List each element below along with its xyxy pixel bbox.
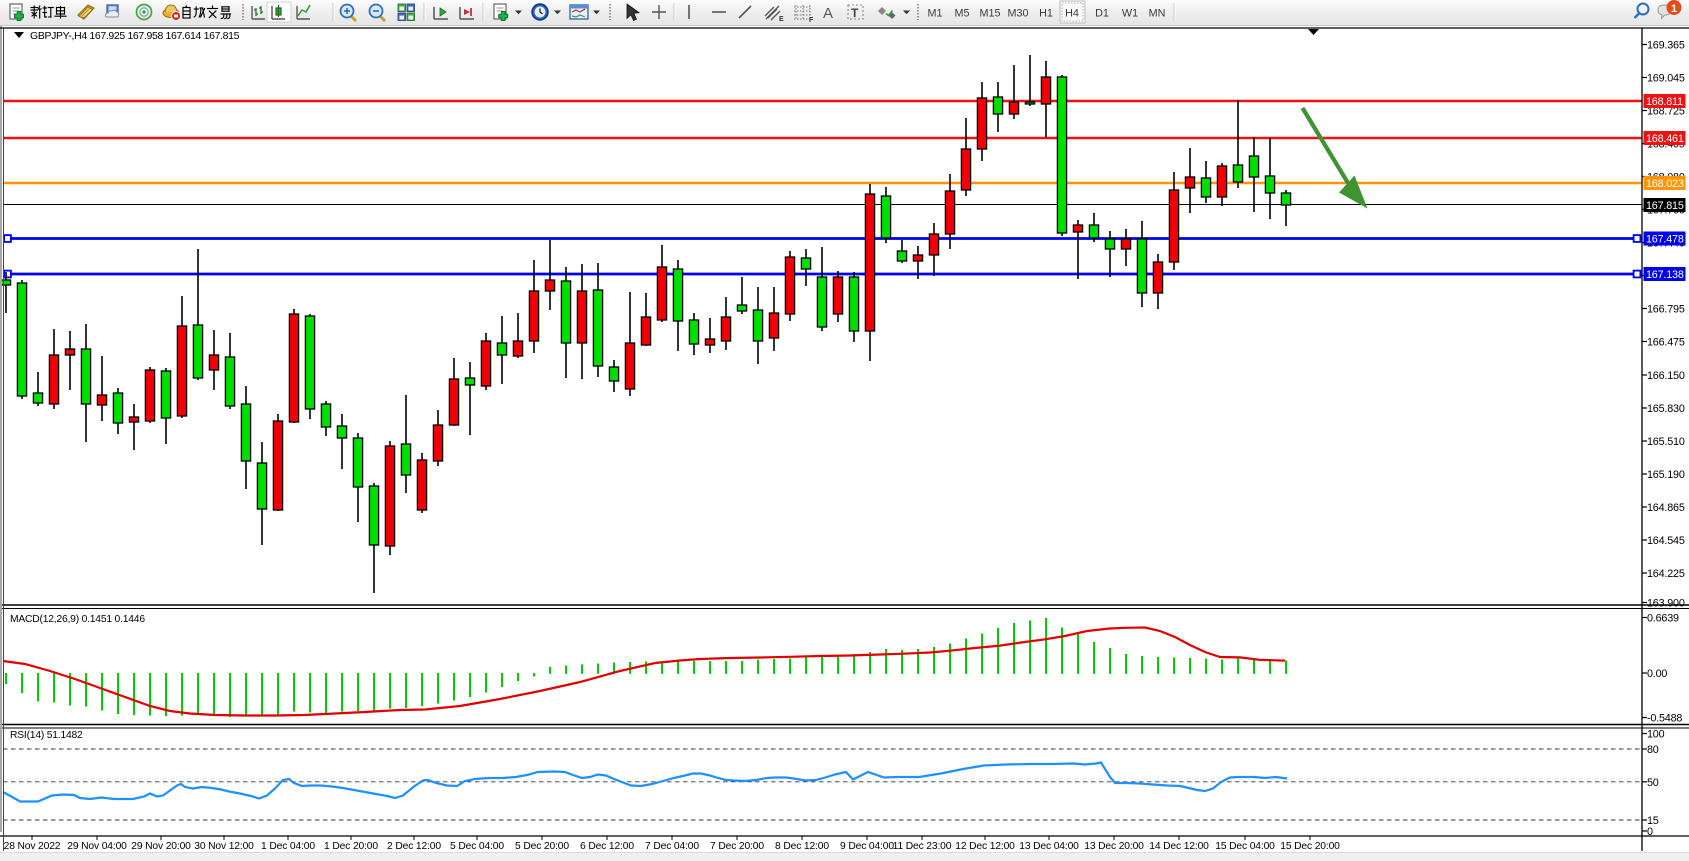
svg-text:11 Dec 23:00: 11 Dec 23:00 <box>893 841 952 852</box>
svg-text:H4: H4 <box>1065 8 1079 20</box>
svg-text:2 Dec 12:00: 2 Dec 12:00 <box>387 841 441 852</box>
svg-text:30 Nov 12:00: 30 Nov 12:00 <box>194 841 254 852</box>
svg-text:165.190: 165.190 <box>1647 469 1685 481</box>
svg-text:0.6639: 0.6639 <box>1647 613 1679 625</box>
svg-text:5 Dec 04:00: 5 Dec 04:00 <box>450 841 504 852</box>
svg-text:168.461: 168.461 <box>1646 133 1684 145</box>
svg-text:W1: W1 <box>1122 8 1138 20</box>
svg-text:165.830: 165.830 <box>1647 403 1685 415</box>
svg-text:E: E <box>779 16 784 23</box>
svg-text:MN: MN <box>1149 8 1166 20</box>
svg-text:8 Dec 12:00: 8 Dec 12:00 <box>775 841 829 852</box>
svg-text:7 Dec 20:00: 7 Dec 20:00 <box>710 841 764 852</box>
svg-text:168.023: 168.023 <box>1646 178 1684 190</box>
svg-text:1: 1 <box>1671 3 1677 15</box>
svg-text:-0.5488: -0.5488 <box>1647 713 1682 725</box>
svg-text:13 Dec 20:00: 13 Dec 20:00 <box>1084 841 1144 852</box>
svg-text:A: A <box>823 5 833 22</box>
svg-text:M5: M5 <box>955 8 970 20</box>
svg-text:6 Dec 12:00: 6 Dec 12:00 <box>580 841 634 852</box>
svg-text:168.725: 168.725 <box>1647 106 1685 118</box>
svg-text:164.225: 164.225 <box>1647 568 1685 580</box>
svg-text:T: T <box>851 6 859 20</box>
svg-text:169.045: 169.045 <box>1647 73 1685 85</box>
svg-text:M30: M30 <box>1007 8 1028 20</box>
svg-text:167.815: 167.815 <box>1646 200 1684 212</box>
svg-text:0: 0 <box>1647 826 1653 838</box>
svg-text:167.138: 167.138 <box>1646 269 1684 281</box>
svg-text:14 Dec 12:00: 14 Dec 12:00 <box>1149 841 1209 852</box>
svg-text:15 Dec 04:00: 15 Dec 04:00 <box>1215 841 1275 852</box>
svg-text:F: F <box>809 17 814 24</box>
svg-text:167.478: 167.478 <box>1646 234 1684 246</box>
svg-text:166.150: 166.150 <box>1647 370 1685 382</box>
svg-text:5 Dec 20:00: 5 Dec 20:00 <box>515 841 569 852</box>
svg-text:M15: M15 <box>979 8 1000 20</box>
svg-text:GBPJPY-,H4 167.925 167.958 16: GBPJPY-,H4 167.925 167.958 167.614 167.8… <box>30 30 240 42</box>
svg-text:169.365: 169.365 <box>1647 40 1685 52</box>
svg-text:15: 15 <box>1647 815 1659 827</box>
svg-text:12 Dec 12:00: 12 Dec 12:00 <box>955 841 1015 852</box>
svg-text:100: 100 <box>1647 729 1665 741</box>
svg-text:9 Dec 04:00: 9 Dec 04:00 <box>840 841 894 852</box>
svg-text:164.865: 164.865 <box>1647 502 1685 514</box>
svg-text:163.900: 163.900 <box>1647 598 1685 610</box>
svg-text:165.510: 165.510 <box>1647 436 1685 448</box>
svg-text:1 Dec 04:00: 1 Dec 04:00 <box>261 841 315 852</box>
svg-text:RSI(14) 51.1482: RSI(14) 51.1482 <box>10 730 83 741</box>
svg-text:13 Dec 04:00: 13 Dec 04:00 <box>1019 841 1079 852</box>
svg-text:15 Dec 20:00: 15 Dec 20:00 <box>1280 841 1340 852</box>
svg-text:H1: H1 <box>1039 8 1053 20</box>
svg-text:50: 50 <box>1647 777 1659 789</box>
svg-text:166.475: 166.475 <box>1647 337 1685 349</box>
svg-text:1 Dec 20:00: 1 Dec 20:00 <box>324 841 378 852</box>
svg-text:29 Nov 20:00: 29 Nov 20:00 <box>131 841 191 852</box>
svg-text:29 Nov 04:00: 29 Nov 04:00 <box>67 841 127 852</box>
svg-text:M1: M1 <box>928 8 943 20</box>
svg-text:MACD(12,26,9) 0.1451 0.1446: MACD(12,26,9) 0.1451 0.1446 <box>10 614 145 625</box>
svg-text:7 Dec 04:00: 7 Dec 04:00 <box>645 841 699 852</box>
svg-text:0.00: 0.00 <box>1647 668 1667 680</box>
svg-text:28 Nov 2022: 28 Nov 2022 <box>4 841 61 852</box>
svg-text:164.545: 164.545 <box>1647 535 1685 547</box>
svg-text:168.811: 168.811 <box>1646 96 1683 108</box>
svg-text:166.795: 166.795 <box>1647 304 1685 316</box>
svg-text:80: 80 <box>1647 744 1659 756</box>
svg-text:D1: D1 <box>1095 8 1109 20</box>
